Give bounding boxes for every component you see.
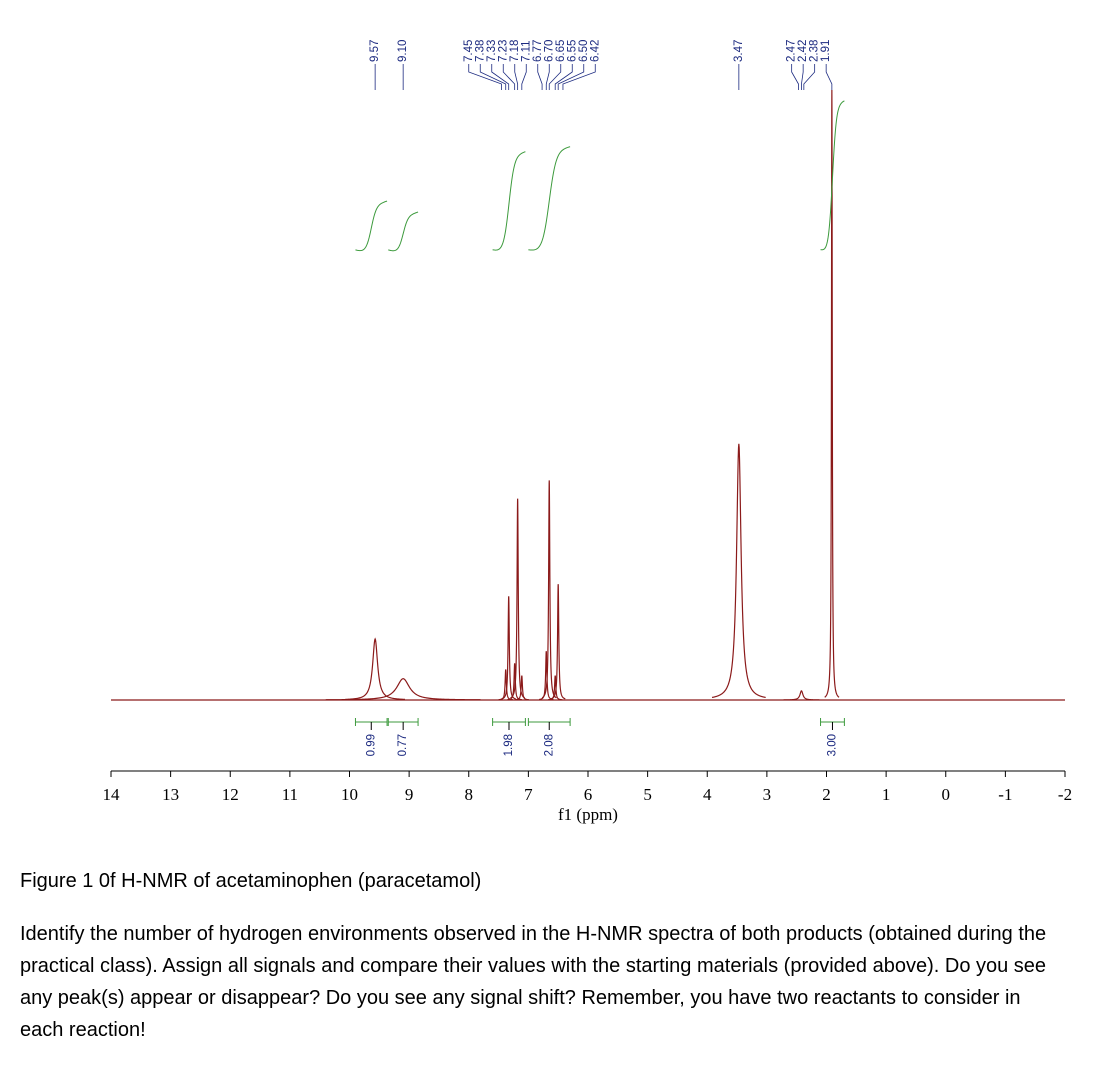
peak-label-leader — [562, 64, 596, 90]
x-tick-label: 3 — [763, 785, 772, 804]
peak-label: 7.45 — [463, 40, 475, 62]
peak-label-leader — [502, 64, 516, 90]
peak-label-leader — [791, 64, 799, 90]
peak-label-leader — [521, 64, 527, 90]
peak-label-leader — [801, 64, 804, 90]
integral-curve — [388, 211, 419, 252]
integral-curve — [492, 151, 526, 251]
peak-label: 7.23 — [497, 40, 509, 62]
x-tick-label: 1 — [882, 785, 891, 804]
x-tick-label: 10 — [341, 785, 358, 804]
peak-label-leader — [554, 64, 573, 90]
peak-label-leader — [548, 64, 562, 90]
integral-curve — [355, 200, 388, 252]
peak-label: 2.47 — [786, 40, 798, 62]
peak-label: 2.38 — [809, 40, 821, 62]
question: Identify the number of hydrogen environm… — [20, 923, 1047, 1041]
x-tick-label: 9 — [405, 785, 414, 804]
peak-label: 2.42 — [797, 40, 809, 62]
peak-label: 3.47 — [733, 40, 745, 62]
peak-label: 6.70 — [543, 40, 555, 62]
peak — [550, 584, 566, 700]
peak-label: 6.77 — [532, 40, 544, 62]
x-tick-label: -1 — [998, 785, 1012, 804]
peak-label: 6.65 — [555, 40, 567, 62]
integral-curve — [528, 146, 571, 251]
x-tick-label: 12 — [222, 785, 239, 804]
peak-label: 6.42 — [589, 40, 601, 62]
peak — [501, 596, 516, 700]
x-tick-label: 4 — [703, 785, 712, 804]
peak — [783, 690, 820, 701]
chart: f1 (ppm) 14 13 12 11 10 9 8 7 6 5 4 3 2 1 0 -1 -20.99 0.7… — [103, 40, 1073, 824]
x-tick-label: 0 — [942, 785, 951, 804]
peak — [541, 480, 557, 699]
peak-label: 9.10 — [397, 40, 409, 62]
peak-label: 1.91 — [820, 40, 832, 62]
peak-label-leader — [491, 64, 510, 90]
x-tick-label: 8 — [465, 785, 474, 804]
integral-label: 0.77 — [397, 734, 409, 756]
x-tick-label: 11 — [282, 785, 298, 804]
caption: Figure 1 0f H-NMR of acetaminophen (para… — [20, 870, 482, 892]
x-axis-title: f1 (ppm) — [558, 805, 618, 824]
peak — [514, 675, 530, 701]
integral-curve — [820, 100, 845, 251]
peak — [711, 443, 766, 699]
peak-label-leader — [803, 64, 816, 90]
peak-label: 7.33 — [486, 40, 498, 62]
peak — [547, 675, 563, 701]
peak-label-leader — [468, 64, 502, 90]
peak-label-leader — [545, 64, 550, 90]
peak-label: 6.55 — [566, 40, 578, 62]
x-tick-label: 2 — [822, 785, 831, 804]
peak-label: 7.18 — [509, 40, 521, 62]
peak-label: 9.57 — [369, 40, 381, 62]
peak-label-leader — [537, 64, 543, 90]
peak-label: 7.11 — [520, 40, 532, 62]
x-tick-label: 14 — [103, 785, 121, 804]
integral-label: 3.00 — [826, 734, 838, 756]
integral-label: 1.98 — [503, 734, 515, 756]
x-tick-label: 5 — [643, 785, 652, 804]
x-tick-label: 13 — [162, 785, 179, 804]
peak — [507, 663, 522, 701]
x-tick-label: 6 — [584, 785, 593, 804]
peak — [510, 498, 526, 699]
peak-label-leader — [557, 64, 585, 90]
x-tick-label: -2 — [1058, 785, 1072, 804]
integral-label: 2.08 — [543, 734, 555, 756]
integral-label: 0.99 — [365, 734, 377, 756]
peak-label-leader — [479, 64, 507, 90]
peak-label: 7.38 — [474, 40, 486, 62]
peak-label-leader — [825, 64, 833, 90]
peak-label-leader — [514, 64, 519, 90]
peak — [325, 678, 481, 701]
peak — [345, 637, 405, 700]
peak-label: 6.50 — [578, 40, 590, 62]
x-tick-label: 7 — [524, 785, 533, 804]
